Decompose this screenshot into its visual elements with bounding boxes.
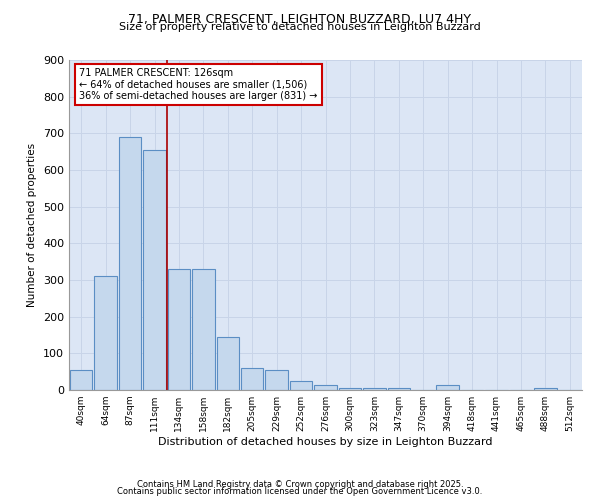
Bar (363, 388, 386, 390)
Y-axis label: Number of detached properties: Number of detached properties (28, 143, 37, 307)
Bar (143, 150, 166, 390)
Bar (534, 388, 557, 390)
Text: Contains HM Land Registry data © Crown copyright and database right 2025.: Contains HM Land Registry data © Crown c… (137, 480, 463, 489)
Bar (314, 384, 337, 390)
Bar (70, 370, 92, 390)
Bar (265, 370, 288, 390)
Bar (217, 337, 239, 390)
Bar (290, 381, 313, 390)
X-axis label: Distribution of detached houses by size in Leighton Buzzard: Distribution of detached houses by size … (158, 437, 493, 447)
Bar (94, 276, 117, 390)
Text: 71, PALMER CRESCENT, LEIGHTON BUZZARD, LU7 4HY: 71, PALMER CRESCENT, LEIGHTON BUZZARD, L… (128, 12, 472, 26)
Bar (436, 384, 459, 390)
Text: Contains public sector information licensed under the Open Government Licence v3: Contains public sector information licen… (118, 487, 482, 496)
Text: Size of property relative to detached houses in Leighton Buzzard: Size of property relative to detached ho… (119, 22, 481, 32)
Text: 71 PALMER CRESCENT: 126sqm
← 64% of detached houses are smaller (1,506)
36% of s: 71 PALMER CRESCENT: 126sqm ← 64% of deta… (79, 68, 317, 102)
Bar (338, 388, 361, 390)
Bar (167, 269, 190, 390)
Bar (192, 269, 215, 390)
Bar (119, 137, 142, 390)
Bar (241, 368, 263, 390)
Bar (388, 388, 410, 390)
